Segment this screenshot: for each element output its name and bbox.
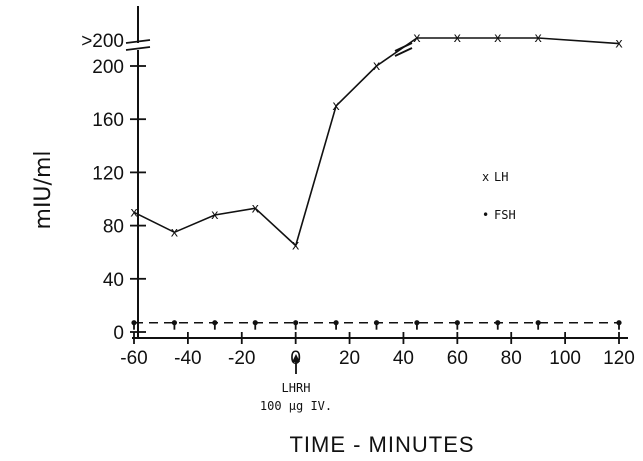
- lh-point-2: x: [211, 208, 219, 223]
- fsh-point-1: [171, 320, 178, 326]
- lh-point-1: x: [171, 225, 179, 240]
- x-tick-label-9: 120: [603, 348, 635, 369]
- lh-break-mark-2: [394, 47, 413, 57]
- fsh-point-5: [333, 320, 339, 326]
- legend-entry-fsh: • FSH: [482, 208, 516, 222]
- fsh-point-2: [212, 320, 218, 326]
- lh-point-6: x: [373, 59, 381, 74]
- fsh-point-0: [131, 320, 137, 326]
- y-tick-label-0: 0: [113, 323, 124, 344]
- x-axis: -60-40-20020406080100120: [120, 332, 635, 369]
- lh-point-10: x: [534, 31, 542, 46]
- fsh-point-7: [414, 320, 420, 326]
- x-axis-label: TIME - MINUTES: [289, 432, 474, 457]
- fsh-point-3: [252, 320, 258, 326]
- fsh-point-4: [293, 320, 299, 326]
- series-line-lh: [133, 37, 620, 248]
- fsh-point-9: [495, 320, 501, 326]
- y-tick-label-1: 40: [103, 270, 124, 291]
- annotation-line-2: 100 µg IV.: [260, 399, 332, 413]
- lh-point-7: x: [413, 31, 421, 46]
- y-tick-label-3: 120: [92, 163, 124, 184]
- x-tick-label-7: 80: [501, 348, 522, 369]
- fsh-point-10: [535, 320, 541, 326]
- lh-break-mark-1: [394, 42, 413, 52]
- lh-point-9: x: [494, 31, 502, 46]
- lh-point-5: x: [332, 99, 340, 114]
- lh-point-3: x: [251, 201, 259, 216]
- x-tick-label-1: -40: [174, 348, 201, 369]
- legend-label-lh: LH: [494, 170, 508, 184]
- y-axis-break-mark-1: [125, 39, 151, 44]
- legend-marker-fsh: •: [482, 208, 489, 222]
- y-axis-label: mIU/ml: [31, 151, 56, 230]
- y-tick-label-2: 80: [103, 217, 124, 238]
- legend-label-fsh: FSH: [494, 208, 516, 222]
- y-tick-label-5: 200: [92, 57, 124, 78]
- x-ticks: -60-40-20020406080100120: [120, 332, 635, 369]
- lhrh-annotation: LHRH 100 µg IV.: [260, 354, 332, 413]
- fsh-points: [131, 320, 622, 330]
- legend-marker-lh: x: [482, 170, 489, 184]
- fsh-point-8: [454, 320, 460, 326]
- annotation-line-1: LHRH: [282, 381, 311, 395]
- y-axis: >200 0 40 80 120 160 200: [81, 6, 151, 344]
- fsh-point-6: [373, 320, 380, 326]
- x-tick-label-5: 40: [393, 348, 414, 369]
- lh-point-0: x: [130, 205, 138, 220]
- x-tick-label-6: 60: [447, 348, 468, 369]
- series-fsh: [131, 320, 622, 330]
- legend-entry-lh: x LH: [482, 170, 508, 184]
- x-tick-label-2: -20: [228, 348, 255, 369]
- x-tick-label-4: 20: [339, 348, 360, 369]
- x-tick-label-0: -60: [120, 348, 147, 369]
- x-tick-label-8: 100: [549, 348, 581, 369]
- fsh-point-11: [616, 320, 622, 326]
- series-lh: x x x x x x x x x x x x: [130, 31, 623, 254]
- y-break-label: >200: [81, 31, 124, 52]
- y-tick-label-4: 160: [92, 110, 124, 131]
- lh-point-8: x: [453, 31, 461, 46]
- legend: x LH • FSH: [482, 170, 516, 222]
- arrow-up-icon: [292, 354, 300, 362]
- y-ticks: 0 40 80 120 160 200: [92, 57, 146, 344]
- lh-point-11: x: [615, 37, 623, 52]
- lh-points: x x x x x x x x x x x x: [130, 31, 623, 254]
- lh-point-4: x: [292, 239, 300, 254]
- y-axis-break-mark-2: [125, 46, 151, 51]
